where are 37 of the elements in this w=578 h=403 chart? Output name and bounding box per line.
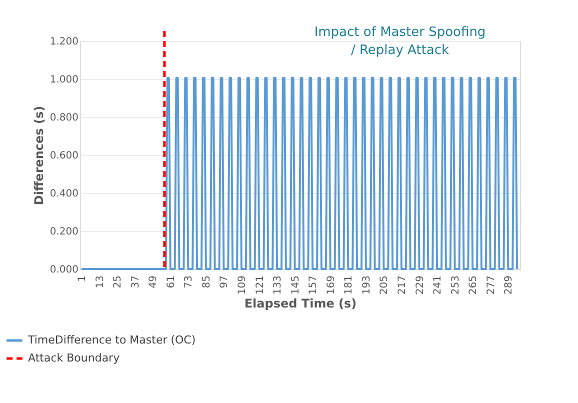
y-tick-label: 0.200 — [50, 226, 78, 238]
x-tick-label: 133 — [272, 276, 284, 295]
annotation: Impact of Master Spoofing / Replay Attack — [314, 25, 486, 58]
x-tick-label: 109 — [236, 276, 248, 295]
y-tick-label: 0.600 — [50, 150, 78, 162]
x-tick-label: 97 — [219, 276, 230, 288]
x-tick-label: 265 — [468, 276, 480, 295]
legend-label: Attack Boundary — [28, 352, 120, 364]
y-tick-label: 0.400 — [50, 188, 78, 200]
x-tick-label: 241 — [432, 276, 444, 295]
x-axis-title: Elapsed Time (s) — [244, 296, 357, 311]
x-tick-label: 37 — [130, 276, 142, 288]
x-tick-label: 121 — [254, 276, 266, 295]
x-tick-label: 277 — [486, 276, 497, 295]
x-tick-label: 1 — [76, 276, 88, 282]
x-tick-label: 253 — [450, 276, 462, 295]
x-tick-label: 13 — [94, 276, 106, 288]
x-tick-label: 73 — [184, 276, 195, 288]
x-tick-label: 289 — [504, 276, 515, 295]
y-axis-title: Differences (s) — [32, 106, 46, 206]
legend-label: TimeDifference to Master (OC) — [27, 334, 196, 346]
x-tick-label: 169 — [326, 276, 337, 295]
x-tick-label: 61 — [166, 276, 177, 288]
x-tick-label: 229 — [414, 276, 426, 295]
x-tick-label: 193 — [361, 276, 372, 295]
x-tick-label: 145 — [290, 276, 302, 295]
x-tick-label: 217 — [396, 276, 408, 295]
x-tick-label: 25 — [112, 276, 124, 288]
y-tick-label: 1.000 — [50, 74, 78, 86]
x-tick-label: 49 — [148, 276, 160, 288]
y-tick-label: 0.000 — [50, 264, 78, 276]
x-tick-label: 85 — [201, 276, 212, 288]
y-tick-label: 0.800 — [50, 112, 78, 124]
x-tick-label: 205 — [379, 276, 390, 295]
y-tick-label: 1.200 — [50, 36, 78, 48]
x-tick-label: 181 — [344, 276, 355, 295]
x-tick-label: 157 — [308, 276, 320, 295]
